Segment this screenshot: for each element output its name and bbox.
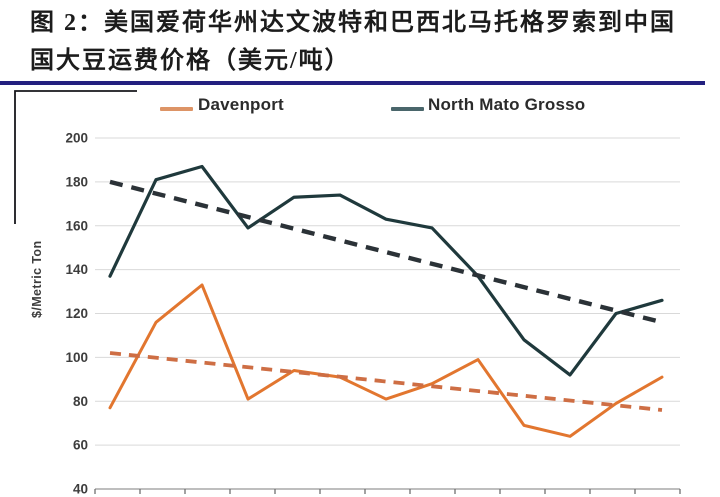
figure-title-line-2: 国大豆运费价格（美元/吨） [30, 48, 351, 74]
y-tick-label: 140 [65, 262, 88, 277]
y-tick-label: 180 [65, 174, 88, 189]
chart-border-fragment [14, 90, 137, 224]
y-tick-label: 120 [65, 306, 88, 321]
davenport-trend-line [109, 351, 663, 412]
north-mato-grosso-legend-swatch [391, 107, 424, 111]
title-underline-rule [0, 81, 705, 85]
davenport-line [108, 283, 664, 438]
figure-title: 图 2：美国爱荷华州达文波特和巴西北马托格罗索到中国 国大豆运费价格（美元/吨） [30, 4, 714, 80]
north-mato-grosso-trend-line [109, 179, 663, 325]
y-tick-label: 60 [73, 438, 88, 453]
north-mato-grosso-legend-label: North Mato Grosso [428, 95, 586, 114]
figure-title-line-1: 图 2：美国爱荷华州达文波特和巴西北马托格罗索到中国 [30, 10, 676, 36]
y-tick-label: 40 [73, 482, 88, 497]
y-tick-label: 200 [65, 131, 88, 146]
davenport-legend-label: Davenport [198, 95, 284, 114]
north-mato-grosso-line [108, 164, 664, 377]
y-tick-label: 80 [73, 394, 88, 409]
davenport-legend-swatch [160, 107, 193, 111]
y-tick-label: 160 [65, 218, 88, 233]
y-tick-label: 100 [65, 350, 88, 365]
